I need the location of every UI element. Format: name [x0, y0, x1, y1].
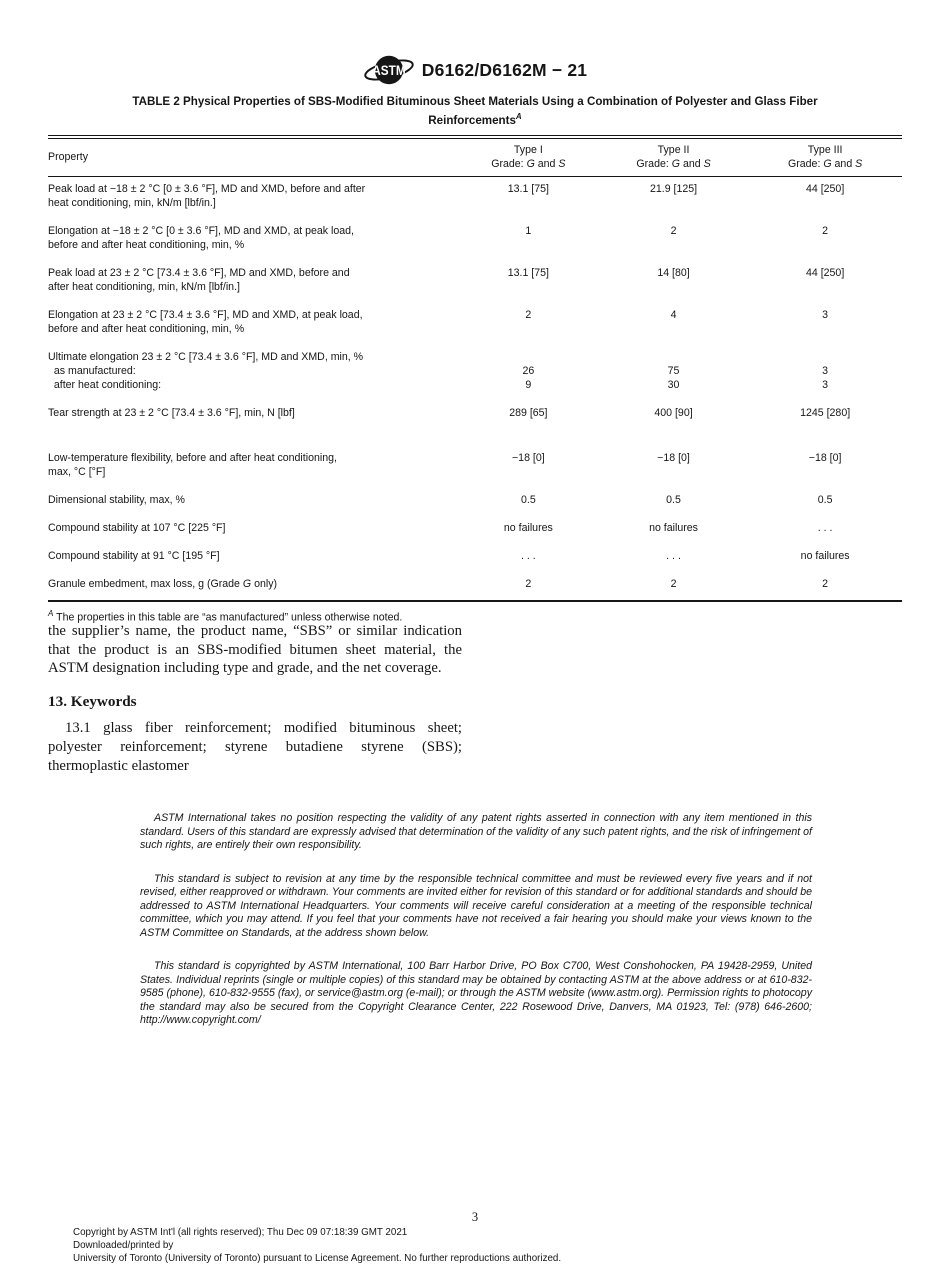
property-cell: Compound stability at 107 °C [225 °F]	[48, 521, 226, 534]
property-cell: Ultimate elongation 23 ± 2 °C [73.4 ± 3.…	[48, 350, 364, 391]
value-cell: 44 [250]	[805, 182, 845, 195]
copyright-line-1: Copyright by ASTM Int'l (all rights rese…	[73, 1227, 408, 1238]
property-cell: Elongation at −18 ± 2 °C [0 ± 3.6 °F], M…	[48, 224, 354, 251]
table-top-rule	[48, 134, 902, 139]
copyright-notice: Copyright by ASTM Int'l (all rights rese…	[73, 1226, 561, 1265]
property-cell: Compound stability at 91 °C [195 °F]	[48, 549, 220, 562]
table-title: TABLE 2 Physical Properties of SBS-Modif…	[48, 95, 902, 128]
property-cell: Tear strength at 23 ± 2 °C [73.4 ± 3.6 °…	[48, 406, 295, 419]
property-cell: Granule embedment, max loss, g (Grade G …	[48, 577, 278, 590]
table-row: Dimensional stability, max, % 0.5 0.5 0.5	[48, 488, 902, 516]
table-row: Ultimate elongation 23 ± 2 °C [73.4 ± 3.…	[48, 345, 902, 401]
value-cell: no failures	[800, 549, 850, 562]
property-cell: Low-temperature flexibility, before and …	[48, 451, 337, 478]
disclaimer-copyright: This standard is copyrighted by ASTM Int…	[140, 960, 812, 1026]
table-footnote-ref: A	[515, 111, 522, 121]
value-cell: 1245 [280]	[800, 406, 851, 419]
value-cell: 2	[822, 577, 829, 590]
table-row: Peak load at −18 ± 2 °C [0 ± 3.6 °F], MD…	[48, 176, 902, 219]
value-cell: 4	[670, 308, 677, 321]
value-cell: 3	[822, 308, 829, 321]
table-2-block: TABLE 2 Physical Properties of SBS-Modif…	[48, 95, 902, 624]
value-cell: 400 [90]	[654, 406, 693, 419]
value-cell: 21.9 [125]	[649, 182, 698, 195]
property-cell: Peak load at −18 ± 2 °C [0 ± 3.6 °F], MD…	[48, 182, 366, 209]
copyright-line-3: University of Toronto (University of Tor…	[73, 1253, 562, 1264]
value-cell: . . .	[666, 549, 681, 562]
value-cell: 289 [65]	[509, 406, 548, 419]
table-body: Peak load at −18 ± 2 °C [0 ± 3.6 °F], MD…	[48, 176, 902, 601]
column-header-type-iii: Type III Grade: G and S	[788, 143, 863, 170]
value-cell: 13.1 [75]	[507, 266, 549, 279]
column-header-type-i: Type I Grade: G and S	[491, 143, 566, 170]
value-cell: 0.5	[520, 493, 536, 506]
table-row: Elongation at 23 ± 2 °C [73.4 ± 3.6 °F],…	[48, 303, 902, 345]
value-cell: −18 [0]	[657, 451, 690, 464]
value-cell: . . .	[521, 549, 536, 562]
value-cell: 14 [80]	[657, 266, 690, 279]
value-cell: 0.5	[817, 493, 833, 506]
table-footnote: A The properties in this table are “as m…	[48, 608, 403, 624]
value-cell: −18 [0]	[512, 451, 545, 464]
value-cell: 1	[525, 224, 532, 237]
value-cell: 2	[525, 577, 532, 590]
disclaimer-revision: This standard is subject to revision at …	[140, 872, 812, 939]
column-header-property: Property	[48, 150, 89, 163]
disclaimer-block: ASTM International takes no position res…	[140, 812, 812, 1048]
value-cell: 13.1 [75]	[507, 182, 549, 195]
property-cell: Elongation at 23 ± 2 °C [73.4 ± 3.6 °F],…	[48, 308, 363, 335]
standard-designation: D6162/D6162M − 21	[421, 59, 588, 80]
value-cell: 2	[670, 577, 677, 590]
table-row: Elongation at −18 ± 2 °C [0 ± 3.6 °F], M…	[48, 219, 902, 261]
table-row: Compound stability at 91 °C [195 °F] . . …	[48, 544, 902, 572]
table-row: Compound stability at 107 °C [225 °F] no …	[48, 516, 902, 544]
table-title-line2: ReinforcementsA	[428, 111, 522, 127]
value-cell: 2	[670, 224, 677, 237]
table-row: Tear strength at 23 ± 2 °C [73.4 ± 3.6 °…	[48, 401, 902, 446]
svg-text:ASTM: ASTM	[372, 63, 405, 78]
value-cell: 75 30	[667, 364, 680, 391]
paragraph-keywords: 13.1 glass fiber reinforcement; modified…	[48, 720, 462, 774]
table-row: Peak load at 23 ± 2 °C [73.4 ± 3.6 °F], …	[48, 261, 902, 303]
column-header-type-ii: Type II Grade: G and S	[636, 143, 711, 170]
value-cell: . . .	[817, 521, 833, 534]
value-cell: 2	[525, 308, 532, 321]
properties-table: Property Type I Grade: G and S Type II G…	[48, 139, 902, 602]
table-title-line1: TABLE 2 Physical Properties of SBS-Modif…	[132, 95, 818, 108]
value-cell: 26 9	[522, 364, 535, 391]
value-cell: −18 [0]	[808, 451, 842, 464]
document-header: ASTM D6162/D6162M − 21	[0, 50, 950, 90]
paragraph-labeling: the supplier’s name, the product name, “…	[48, 623, 462, 677]
page-number: 3	[471, 1210, 479, 1224]
value-cell: 0.5	[666, 493, 681, 506]
disclaimer-patent: ASTM International takes no position res…	[140, 812, 812, 851]
astm-logo-icon: ASTM	[363, 50, 415, 90]
value-cell: 2	[822, 224, 829, 237]
table-row: Granule embedment, max loss, g (Grade G …	[48, 572, 902, 601]
value-cell: no failures	[649, 521, 698, 534]
copyright-line-2: Downloaded/printed by	[73, 1240, 174, 1251]
table-header-row: Property Type I Grade: G and S Type II G…	[48, 139, 902, 177]
value-cell: 44 [250]	[805, 266, 845, 279]
section-heading-keywords: 13. Keywords	[48, 692, 137, 710]
body-text-column: the supplier’s name, the product name, “…	[48, 622, 462, 775]
property-cell: Dimensional stability, max, %	[48, 493, 185, 506]
property-cell: Peak load at 23 ± 2 °C [73.4 ± 3.6 °F], …	[48, 266, 350, 293]
table-row: Low-temperature flexibility, before and …	[48, 446, 902, 488]
value-cell: no failures	[503, 521, 553, 534]
